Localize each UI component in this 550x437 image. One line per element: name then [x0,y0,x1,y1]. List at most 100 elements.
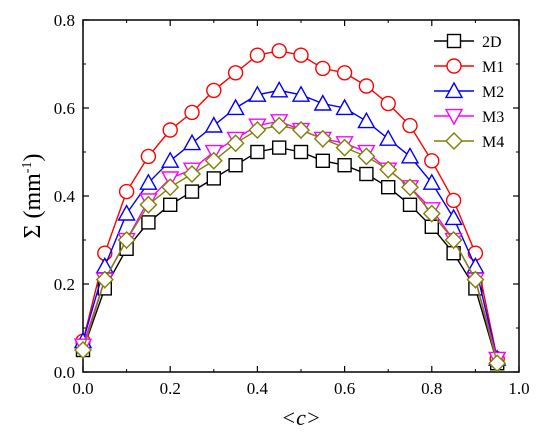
data-point [402,197,418,213]
legend-item-2d: 2D [434,33,502,51]
legend-label: M1 [482,59,504,76]
data-point [74,341,92,359]
legend-marker [444,108,464,126]
x-axis: 0.0 0.2 0.4 0.6 0.8 1.0 [72,20,530,398]
legend-item-m2: M2 [434,81,504,101]
x-tick-label: 0.8 [421,379,442,398]
legend-label: 2D [482,34,502,51]
data-point [444,208,463,226]
data-point [335,138,354,157]
data-point [228,157,243,173]
series-m1 [75,43,505,367]
data-point [139,195,158,214]
data-point [182,133,202,151]
data-point [444,231,463,249]
legend-label: M3 [482,109,504,126]
data-point [357,147,376,166]
y-axis-title-close: ) [20,154,46,162]
x-tick-label: 0.6 [334,379,355,398]
data-point [248,85,267,102]
data-point [117,204,136,221]
data-point [313,129,332,148]
data-point [424,153,440,169]
data-point [117,231,136,249]
data-point [488,354,507,373]
data-point [402,117,418,134]
data-point [359,166,374,182]
legend-item-m1: M1 [434,58,504,76]
data-point [226,98,245,116]
legend-marker [445,132,463,150]
legend-item-m3: M3 [434,108,504,126]
data-point [272,140,287,155]
data-point [162,122,178,138]
series-line [82,89,498,359]
data-point [183,165,201,183]
data-point [313,94,332,111]
data-point [466,270,485,289]
legend-label: M4 [482,134,504,151]
data-point [270,80,289,98]
data-point [422,173,441,190]
data-point [336,65,353,81]
data-point [291,85,311,102]
series-layer [73,43,507,373]
data-point [422,204,441,223]
data-point [139,173,158,190]
data-point [401,178,419,197]
y-tick-label: 0.2 [54,275,75,294]
data-point [161,178,180,197]
data-point [206,82,222,99]
data-point [315,153,330,169]
data-point [379,160,398,179]
data-point [141,215,156,230]
data-point [248,121,267,139]
data-point [227,65,244,81]
data-point [315,60,331,77]
data-point [184,104,200,121]
y-axis-title-main: Σ (mm [20,173,46,239]
data-point [250,144,265,160]
data-point [379,129,398,146]
y-axis-title-superscript: -1 [20,162,35,174]
data-point [293,144,309,160]
data-point [206,171,222,186]
data-point [380,95,396,112]
y-tick-label: 0.6 [54,99,75,118]
series-2d [75,140,505,371]
data-point [357,111,376,129]
x-axis-title: <c> [281,405,320,430]
data-point [161,151,180,168]
data-point [204,116,223,133]
legend-marker [446,33,462,49]
data-point [445,192,462,209]
legend: 2D M1 M2 M3 M4 [434,33,504,151]
data-point [140,148,157,165]
y-axis-title: Σ (mm-1) [20,154,46,239]
data-point [271,43,287,59]
data-point [226,134,245,153]
data-point [95,270,114,289]
x-tick-label: 0.0 [72,379,93,398]
data-point [337,157,352,173]
data-point [270,116,289,135]
series-m3 [73,114,507,369]
legend-item-m4: M4 [434,132,504,151]
data-point [162,197,178,213]
data-point [118,183,135,200]
y-tick-label: 0.0 [54,363,75,382]
data-point [184,184,200,199]
data-point [292,121,310,139]
series-m2 [73,80,507,366]
y-axis: 0.0 0.2 0.4 0.6 0.8 [54,11,519,382]
x-tick-label: 0.4 [247,379,269,398]
data-point [358,78,375,94]
legend-label: M2 [482,84,504,101]
data-point [335,98,354,116]
data-point [249,47,266,63]
legend-marker [446,58,462,74]
series-m4 [74,116,507,373]
data-point [293,47,309,63]
x-tick-label: 0.2 [160,379,181,398]
